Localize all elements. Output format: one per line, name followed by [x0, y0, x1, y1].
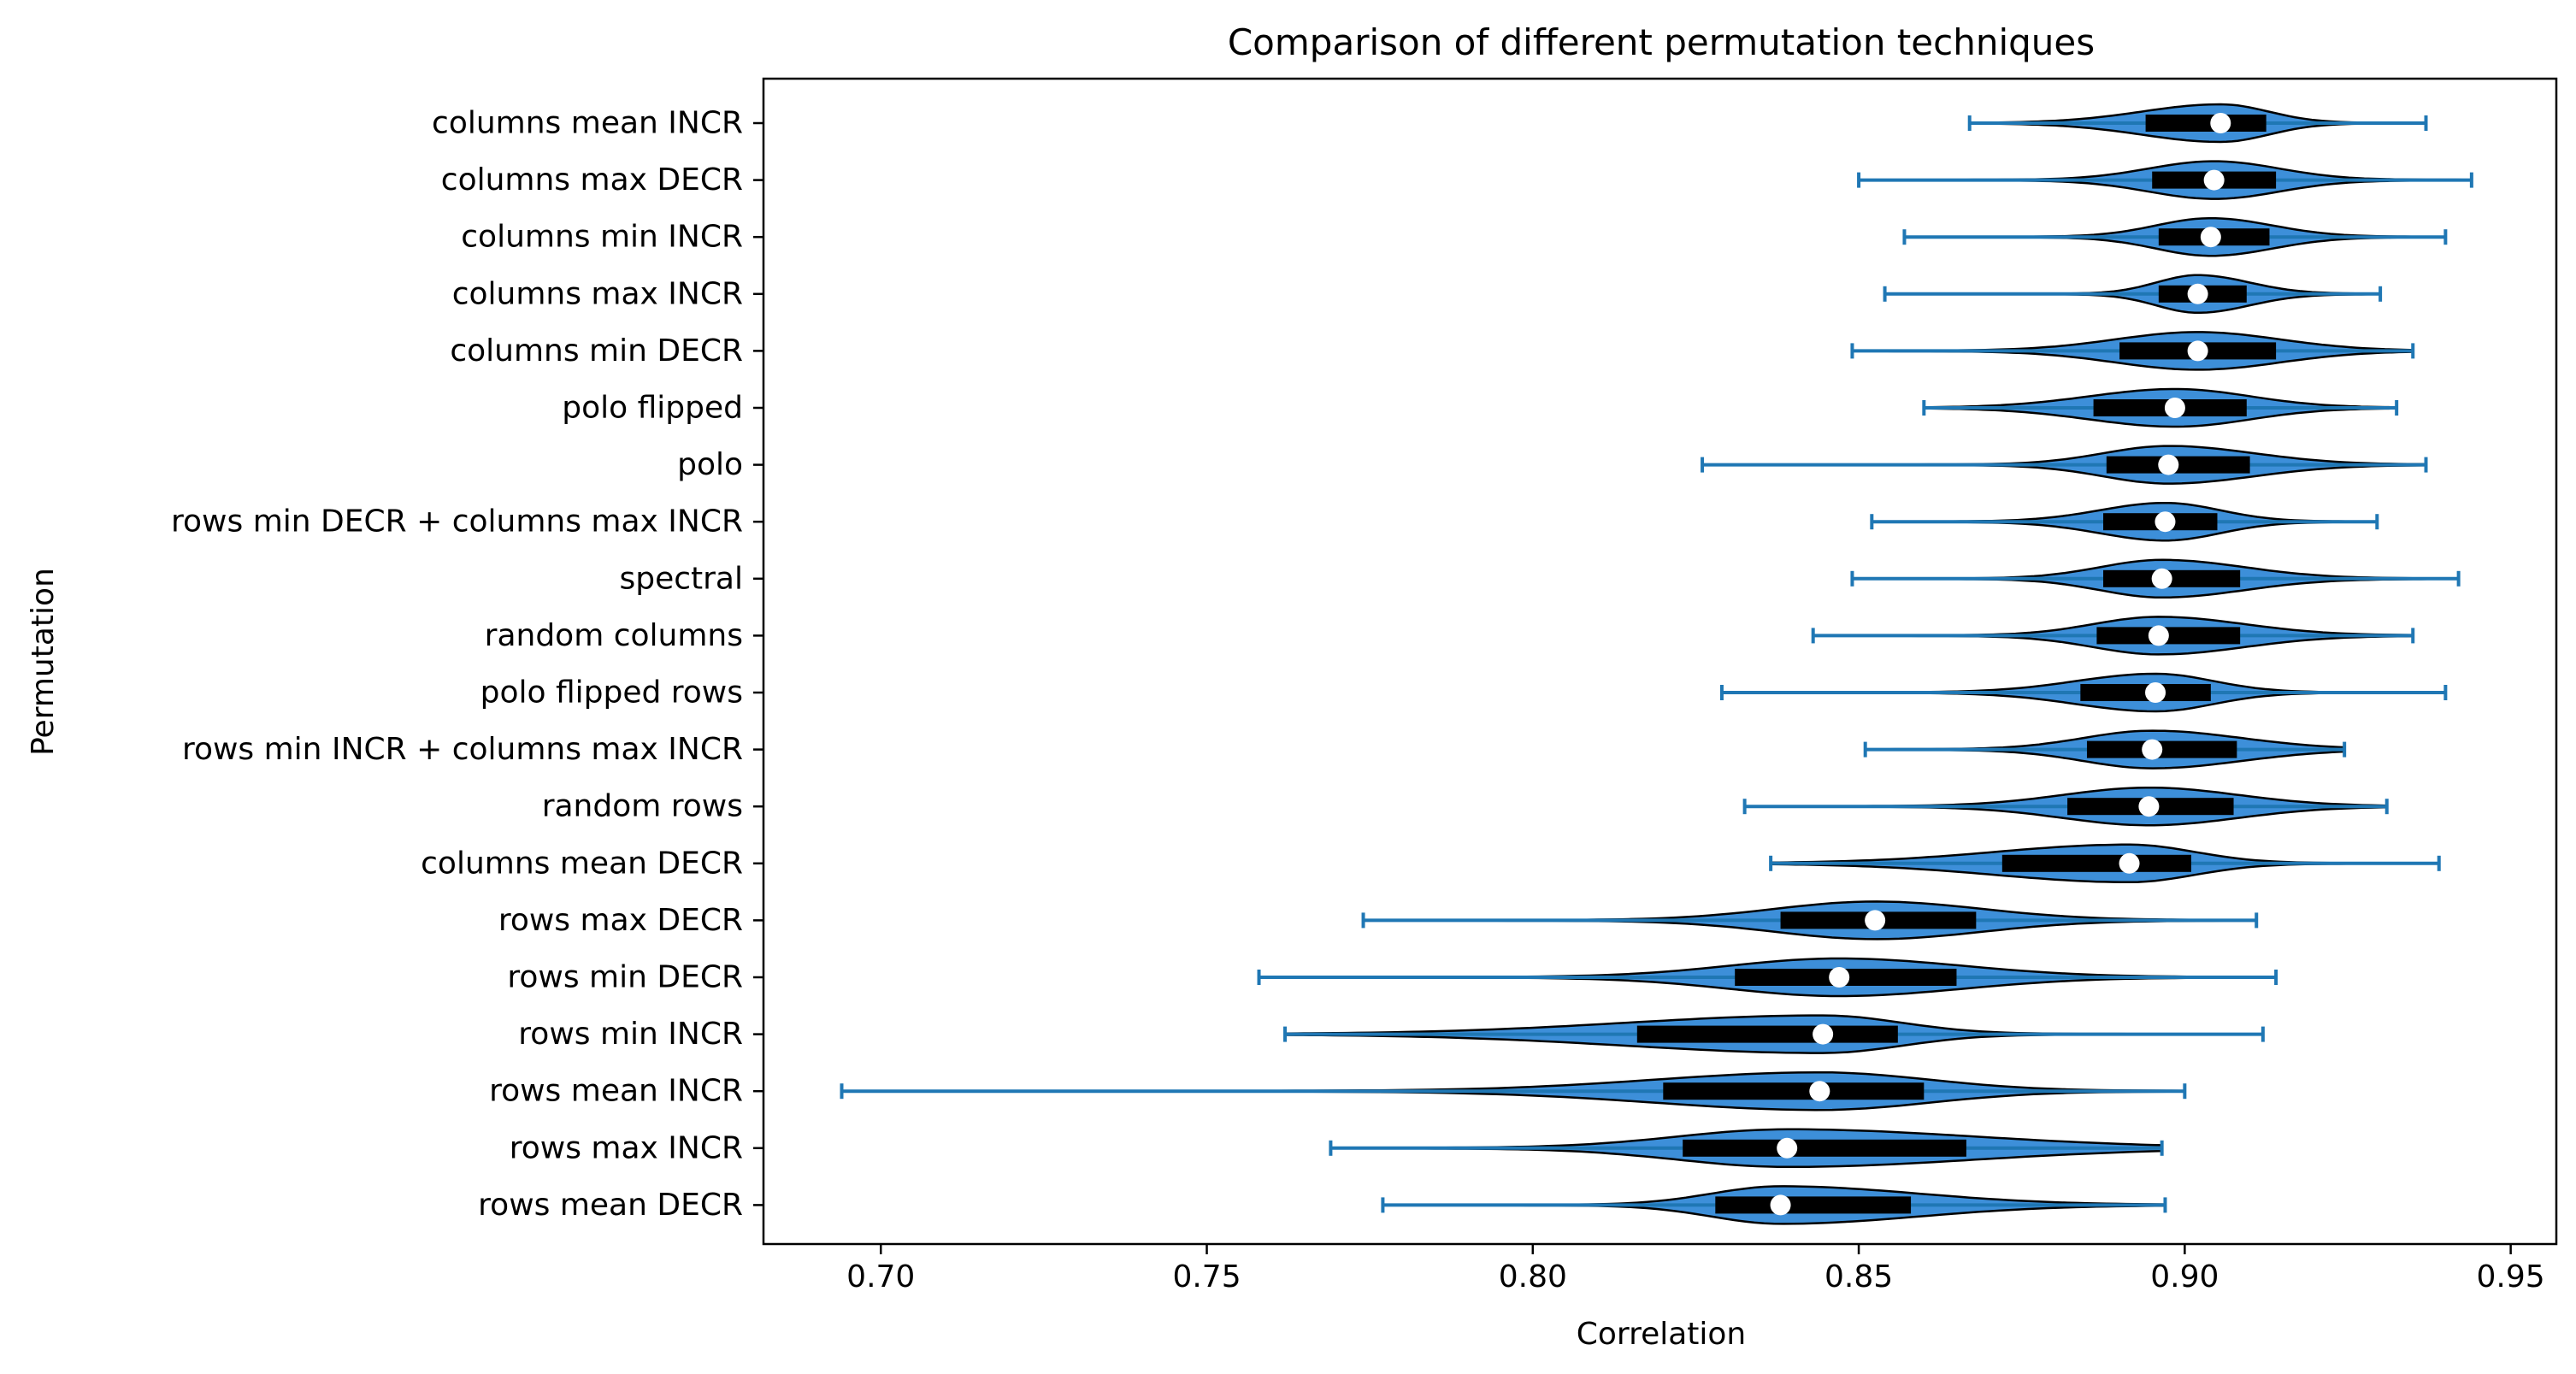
violin-rows-max-decr — [1361, 900, 2259, 941]
y-axis: columns mean INCR columns max DECR columns… — [171, 106, 763, 1223]
y-tick-label-rows-max-decr: rows max DECR — [498, 903, 743, 938]
y-tick-label-polo: polo — [677, 447, 743, 482]
violin-spectral — [1850, 558, 2461, 599]
y-axis-label: Permutation — [26, 568, 61, 756]
y-tick-label-rows-mean-decr: rows mean DECR — [478, 1188, 743, 1223]
y-tick-label-rows-max-incr: rows max INCR — [510, 1130, 743, 1165]
x-tick-label-4: 0.90 — [2150, 1259, 2219, 1294]
violin-rows-mean-decr — [1381, 1185, 2167, 1225]
median-marker-columns-mean-decr — [2119, 852, 2140, 874]
x-tick-label-2: 0.80 — [1499, 1259, 1567, 1294]
plot-frame — [762, 77, 2558, 1246]
median-marker-rows-min-incr-columns-max-incr — [2142, 739, 2163, 760]
y-tick-label-columns-min-incr: columns min INCR — [461, 220, 743, 255]
y-tick-label-random-rows: random rows — [542, 789, 743, 824]
y-tick-label-rows-min-incr: rows min INCR — [518, 1017, 743, 1052]
median-marker-rows-mean-incr — [1809, 1081, 1830, 1102]
median-marker-random-columns — [2148, 625, 2169, 646]
median-marker-rows-min-incr — [1813, 1023, 1834, 1045]
iqr-box-rows-min-incr — [1636, 1025, 1898, 1043]
median-marker-polo — [2158, 454, 2179, 475]
violin-rows-min-incr — [1283, 1014, 2265, 1054]
median-marker-rows-min-decr-columns-max-incr — [2155, 511, 2176, 533]
median-marker-polo-flipped-rows — [2145, 682, 2166, 703]
violin-columns-max-decr — [1857, 160, 2473, 200]
y-tick-label-rows-min-decr: rows min DECR — [507, 960, 743, 995]
x-axis-label: Correlation — [1577, 1317, 1747, 1352]
median-marker-polo-flipped — [2164, 398, 2185, 418]
violin-random-rows — [1742, 786, 2389, 827]
plot-area — [840, 103, 2473, 1225]
iqr-box-columns-mean-incr — [2145, 115, 2267, 132]
y-tick-label-columns-max-decr: columns max DECR — [441, 162, 743, 198]
y-tick-label-columns-mean-incr: columns mean INCR — [432, 106, 743, 141]
median-marker-columns-max-decr — [2203, 169, 2225, 191]
iqr-box-rows-mean-incr — [1663, 1082, 1925, 1100]
violin-columns-mean-incr — [1967, 103, 2428, 144]
violin-columns-min-decr — [1850, 331, 2415, 371]
violin-columns-min-incr — [1902, 216, 2448, 257]
median-marker-spectral — [2151, 568, 2172, 589]
y-tick-label-polo-flipped: polo flipped — [562, 391, 743, 426]
median-marker-columns-min-incr — [2200, 227, 2221, 248]
iqr-box-rows-max-incr — [1683, 1139, 1966, 1157]
chart-title: Comparison of different permutation tech… — [1228, 21, 2095, 63]
y-tick-label-columns-min-decr: columns min DECR — [450, 333, 743, 369]
violin-rows-max-incr — [1329, 1128, 2164, 1169]
median-marker-random-rows — [2138, 796, 2160, 817]
median-marker-columns-min-decr — [2187, 340, 2208, 362]
median-marker-rows-max-incr — [1777, 1137, 1798, 1159]
x-tick-label-1: 0.75 — [1172, 1259, 1241, 1294]
violin-polo-flipped-rows — [1719, 672, 2448, 713]
x-tick-label-0: 0.70 — [846, 1259, 915, 1294]
violin-random-columns — [1811, 616, 2415, 656]
x-tick-label-3: 0.85 — [1824, 1259, 1893, 1294]
violin-rows-min-incr-columns-max-incr — [1863, 729, 2347, 770]
y-tick-label-polo-flipped-rows: polo flipped rows — [480, 675, 743, 711]
iqr-box-rows-mean-decr — [1715, 1196, 1912, 1214]
violin-polo — [1701, 445, 2428, 485]
violin-columns-mean-decr — [1769, 843, 2441, 884]
median-marker-rows-max-decr — [1865, 910, 1886, 931]
y-tick-label-rows-min-incr-columns-max-incr: rows min INCR + columns max INCR — [182, 732, 743, 767]
violin-rows-mean-incr — [840, 1070, 2187, 1112]
y-tick-label-columns-mean-decr: columns mean DECR — [421, 846, 743, 881]
y-tick-label-spectral: spectral — [619, 561, 743, 596]
x-axis: 0.70 0.75 0.80 0.85 0.90 0.95 — [846, 1244, 2545, 1294]
x-tick-label-5: 0.95 — [2477, 1259, 2545, 1294]
violin-rows-min-decr-columns-max-incr — [1870, 501, 2379, 542]
violin-rows-min-decr — [1257, 957, 2278, 998]
median-marker-columns-mean-incr — [2210, 113, 2231, 133]
violin-polo-flipped — [1922, 387, 2399, 428]
violin-columns-max-incr — [1883, 274, 2383, 315]
y-tick-label-rows-min-decr-columns-max-incr: rows min DECR + columns max INCR — [171, 504, 743, 540]
median-marker-columns-max-incr — [2187, 283, 2208, 304]
y-tick-label-random-columns: random columns — [485, 618, 743, 653]
median-marker-rows-min-decr — [1829, 967, 1850, 988]
y-tick-label-columns-max-incr: columns max INCR — [452, 276, 743, 311]
iqr-box-columns-mean-decr — [2001, 854, 2191, 872]
median-marker-rows-mean-decr — [1770, 1194, 1791, 1216]
y-tick-label-rows-mean-incr: rows mean INCR — [489, 1074, 743, 1109]
